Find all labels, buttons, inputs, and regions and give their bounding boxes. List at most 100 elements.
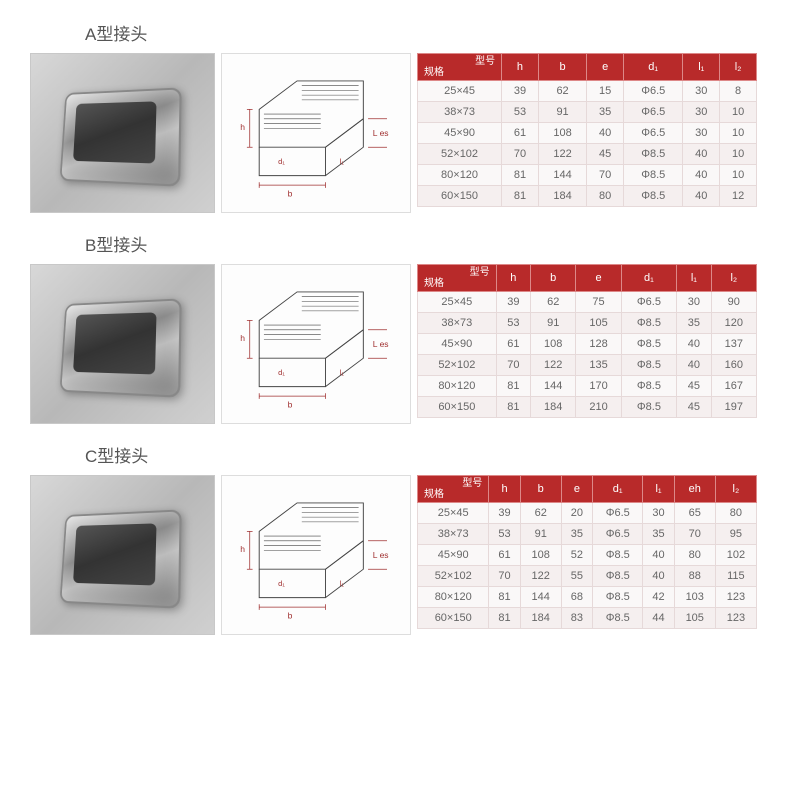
table-cell: 197 [711,397,756,418]
table-cell: 52×102 [418,144,502,165]
table-row: 45×906110852Φ8.54080102 [418,545,757,566]
table-cell: 45 [677,376,711,397]
table-cell: 81 [496,397,530,418]
svg-text:l₁: l₁ [340,157,345,166]
table-cell: 80 [587,186,624,207]
table-cell: 52×102 [418,566,489,587]
table-cell: 60×150 [418,186,502,207]
table-cell: 39 [489,503,520,524]
table-cell: Φ8.5 [621,376,677,397]
table-row: 25×45396275Φ6.53090 [418,292,757,313]
table-cell: Φ6.5 [593,503,643,524]
table-row: 25×45396215Φ6.5308 [418,81,757,102]
table-cell: 30 [677,292,711,313]
table-cell: 137 [711,334,756,355]
table-cell: 25×45 [418,503,489,524]
table-cell: Φ6.5 [624,123,683,144]
table-cell: 45 [587,144,624,165]
table-header: h [502,54,539,81]
table-cell: 108 [538,123,586,144]
table-cell: 81 [502,186,539,207]
table-cell: 30 [683,81,720,102]
table-cell: 70 [674,524,715,545]
svg-text:b: b [288,610,293,620]
table-cell: 81 [489,608,520,629]
table-cell: 75 [576,292,621,313]
svg-text:h: h [240,544,245,554]
table-cell: 10 [720,144,757,165]
table-cell: 40 [683,144,720,165]
table-cell: 40 [587,123,624,144]
table-cell: 20 [561,503,592,524]
table-cell: 25×45 [418,292,497,313]
table-cell: 60×150 [418,608,489,629]
table-cell: 122 [531,355,576,376]
spec-table: 型号规格hbed₁l₁l₂25×45396275Φ6.5309038×73539… [417,264,757,418]
svg-text:l₁: l₁ [340,368,345,377]
table-cell: 45×90 [418,123,502,144]
table-cell: 81 [489,587,520,608]
table-cell: 53 [502,102,539,123]
table-cell: 53 [489,524,520,545]
table-row: 60×15081184210Φ8.545197 [418,397,757,418]
table-cell: 81 [496,376,530,397]
spec-table: 型号规格hbed₁l₁l₂25×45396215Φ6.530838×735391… [417,53,757,207]
table-cell: 91 [520,524,561,545]
table-header: e [587,54,624,81]
section-title: C型接头 [30,442,770,467]
table-cell: 83 [561,608,592,629]
table-cell: 70 [502,144,539,165]
table-cell: 128 [576,334,621,355]
table-cell: 61 [489,545,520,566]
table-cell: Φ8.5 [624,144,683,165]
table-cell: Φ6.5 [621,292,677,313]
table-row: 38×73539135Φ6.53010 [418,102,757,123]
table-cell: Φ8.5 [593,566,643,587]
table-cell: 40 [683,186,720,207]
table-cell: 10 [720,165,757,186]
table-cell: 8 [720,81,757,102]
table-cell: 184 [538,186,586,207]
table-cell: 80×120 [418,587,489,608]
table-cell: 122 [538,144,586,165]
table-cell: 30 [643,503,674,524]
table-cell: 167 [711,376,756,397]
product-photo [30,264,215,424]
table-cell: 35 [587,102,624,123]
technical-diagram: b h L es l₁ d₁ [221,264,411,424]
table-cell: Φ8.5 [621,397,677,418]
table-cell: 108 [520,545,561,566]
technical-diagram: b h L es l₁ d₁ [221,53,411,213]
table-cell: 80×120 [418,165,502,186]
table-row: 52×1027012245Φ8.54010 [418,144,757,165]
table-row: 25×45396220Φ6.5306580 [418,503,757,524]
table-cell: Φ8.5 [593,587,643,608]
table-cell: Φ8.5 [624,165,683,186]
spec-section: C型接头 b h L es l₁ d₁ 型号规格hbed₁l₁ehl₂25×45… [30,442,770,635]
table-cell: 90 [711,292,756,313]
table-cell: 35 [677,313,711,334]
table-cell: 91 [538,102,586,123]
table-cell: 42 [643,587,674,608]
table-cell: 95 [715,524,756,545]
table-cell: 61 [496,334,530,355]
table-cell: Φ6.5 [624,102,683,123]
svg-text:d₁: d₁ [278,157,285,166]
table-cell: 40 [683,165,720,186]
table-cell: 80 [674,545,715,566]
table-header: d₁ [621,265,677,292]
table-header: b [538,54,586,81]
spec-table: 型号规格hbed₁l₁ehl₂25×45396220Φ6.530658038×7… [417,475,757,629]
svg-text:L es: L es [373,128,389,138]
table-cell: 55 [561,566,592,587]
table-row: 38×73539135Φ6.5357095 [418,524,757,545]
table-cell: 12 [720,186,757,207]
table-cell: 135 [576,355,621,376]
table-header: eh [674,476,715,503]
table-header: d₁ [624,54,683,81]
table-header: l₁ [643,476,674,503]
table-cell: 68 [561,587,592,608]
table-cell: 10 [720,102,757,123]
table-cell: 184 [520,608,561,629]
table-cell: Φ8.5 [593,608,643,629]
